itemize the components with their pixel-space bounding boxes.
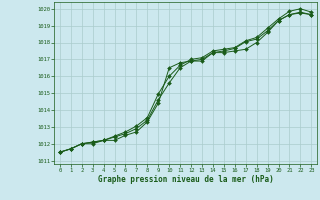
X-axis label: Graphe pression niveau de la mer (hPa): Graphe pression niveau de la mer (hPa) — [98, 175, 274, 184]
